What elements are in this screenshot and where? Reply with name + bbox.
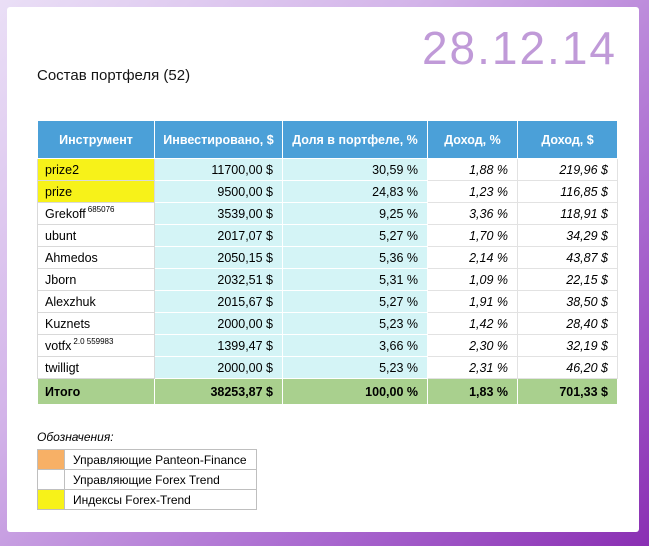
invested-cell: 2000,00 $: [154, 356, 283, 379]
legend-table: Управляющие Panteon-Finance Управляющие F…: [37, 449, 257, 510]
total-profit-percent-cell: 1,83 %: [427, 378, 518, 405]
profit-percent-cell: 1,70 %: [427, 224, 518, 247]
share-cell: 9,25 %: [282, 202, 428, 225]
profit-percent-cell: 1,09 %: [427, 268, 518, 291]
profit-percent-cell: 3,36 %: [427, 202, 518, 225]
share-cell: 3,66 %: [282, 334, 428, 357]
table-row: Jborn 2032,51 $5,31 % 1,09 % 22,15 $: [37, 268, 618, 291]
profit-percent-cell: 2,31 %: [427, 356, 518, 379]
share-cell: 30,59 %: [282, 158, 428, 181]
profit-usd-cell: 34,29 $: [517, 224, 618, 247]
header-row: Инструмент Инвестировано, $ Доля в портф…: [37, 120, 618, 159]
column-header-profit-pct: Доход, %: [427, 120, 518, 159]
total-share-cell: 100,00 %: [282, 378, 428, 405]
profit-usd-cell: 38,50 $: [517, 290, 618, 313]
profit-percent-cell: 2,14 %: [427, 246, 518, 269]
share-cell: 24,83 %: [282, 180, 428, 203]
column-header-share: Доля в портфеле, %: [282, 120, 428, 159]
profit-usd-cell: 46,20 $: [517, 356, 618, 379]
profit-usd-cell: 219,96 $: [517, 158, 618, 181]
instrument-cell: Jborn: [37, 268, 155, 291]
column-header-invested: Инвестировано, $: [154, 120, 283, 159]
total-row: Итого 38253,87 $ 100,00 % 1,83 % 701,33 …: [37, 378, 618, 405]
report-page: 28.12.14 Состав портфеля (52) Инструмент…: [7, 7, 639, 532]
table-row: ubunt 2017,07 $5,27 % 1,70 % 34,29 $: [37, 224, 618, 247]
instrument-cell: Kuznets: [37, 312, 155, 335]
table-row: Ahmedos 2050,15 $5,36 % 2,14 % 43,87 $: [37, 246, 618, 269]
share-cell: 5,27 %: [282, 290, 428, 313]
page-title: Состав портфеля (52): [37, 67, 191, 84]
legend-item-label: Индексы Forex-Trend: [64, 489, 257, 510]
instrument-cell: Ahmedos: [37, 246, 155, 269]
instrument-cell: twilligt: [37, 356, 155, 379]
profit-percent-cell: 1,88 %: [427, 158, 518, 181]
table-row: prize 9500,00 $24,83 % 1,23 % 116,85 $: [37, 180, 618, 203]
legend: Обозначения: Управляющие Panteon-Finance…: [37, 430, 257, 510]
legend-color-swatch: [37, 469, 65, 490]
total-label-cell: Итого: [37, 378, 155, 405]
invested-cell: 9500,00 $: [154, 180, 283, 203]
profit-percent-cell: 2,30 %: [427, 334, 518, 357]
legend-item-label: Управляющие Forex Trend: [64, 469, 257, 490]
instrument-cell: Alexzhuk: [37, 290, 155, 313]
profit-usd-cell: 22,15 $: [517, 268, 618, 291]
legend-item: Управляющие Panteon-Finance: [37, 449, 257, 470]
instrument-cell: Grekoff 685076: [37, 202, 155, 225]
invested-cell: 2017,07 $: [154, 224, 283, 247]
total-invested-cell: 38253,87 $: [154, 378, 283, 405]
invested-cell: 2015,67 $: [154, 290, 283, 313]
instrument-account-number: 685076: [87, 205, 115, 215]
instrument-cell: prize2: [37, 158, 155, 181]
invested-cell: 2050,15 $: [154, 246, 283, 269]
legend-item: Управляющие Forex Trend: [37, 469, 257, 490]
legend-color-swatch: [37, 489, 65, 510]
share-cell: 5,31 %: [282, 268, 428, 291]
legend-body: Управляющие Panteon-Finance Управляющие F…: [37, 449, 257, 510]
column-header-instrument: Инструмент: [37, 120, 155, 159]
share-cell: 5,27 %: [282, 224, 428, 247]
legend-title: Обозначения:: [37, 430, 114, 444]
instrument-cell: votfx 2.0 559983: [37, 334, 155, 357]
invested-cell: 11700,00 $: [154, 158, 283, 181]
profit-usd-cell: 32,19 $: [517, 334, 618, 357]
table-row: Alexzhuk 2015,67 $5,27 % 1,91 % 38,50 $: [37, 290, 618, 313]
table-row: twilligt 2000,00 $5,23 % 2,31 % 46,20 $: [37, 356, 618, 379]
table-row: Kuznets 2000,00 $5,23 % 1,42 % 28,40 $: [37, 312, 618, 335]
profit-percent-cell: 1,42 %: [427, 312, 518, 335]
legend-item-label: Управляющие Panteon-Finance: [64, 449, 257, 470]
share-cell: 5,36 %: [282, 246, 428, 269]
table-row: votfx 2.0 559983 1399,47 $3,66 % 2,30 % 32,1…: [37, 334, 618, 357]
invested-cell: 2032,51 $: [154, 268, 283, 291]
table-row: prize2 11700,00 $30,59 % 1,88 % 219,96 $: [37, 158, 618, 181]
invested-cell: 3539,00 $: [154, 202, 283, 225]
total-profit-usd-cell: 701,33 $: [517, 378, 618, 405]
share-cell: 5,23 %: [282, 356, 428, 379]
profit-percent-cell: 1,23 %: [427, 180, 518, 203]
legend-item: Индексы Forex-Trend: [37, 489, 257, 510]
profit-percent-cell: 1,91 %: [427, 290, 518, 313]
portfolio-table-body: prize2 11700,00 $30,59 % 1,88 % 219,96 $ pri…: [37, 158, 618, 379]
report-date: 28.12.14: [421, 22, 617, 74]
invested-cell: 1399,47 $: [154, 334, 283, 357]
legend-color-swatch: [37, 449, 65, 470]
instrument-cell: ubunt: [37, 224, 155, 247]
portfolio-table: Инструмент Инвестировано, $ Доля в портф…: [37, 120, 618, 405]
instrument-cell: prize: [37, 180, 155, 203]
profit-usd-cell: 28,40 $: [517, 312, 618, 335]
instrument-account-number: 2.0 559983: [73, 337, 114, 347]
profit-usd-cell: 118,91 $: [517, 202, 618, 225]
invested-cell: 2000,00 $: [154, 312, 283, 335]
share-cell: 5,23 %: [282, 312, 428, 335]
profit-usd-cell: 116,85 $: [517, 180, 618, 203]
profit-usd-cell: 43,87 $: [517, 246, 618, 269]
column-header-profit-usd: Доход, $: [517, 120, 618, 159]
table-row: Grekoff 685076 3539,00 $9,25 % 3,36 % 118,91…: [37, 202, 618, 225]
